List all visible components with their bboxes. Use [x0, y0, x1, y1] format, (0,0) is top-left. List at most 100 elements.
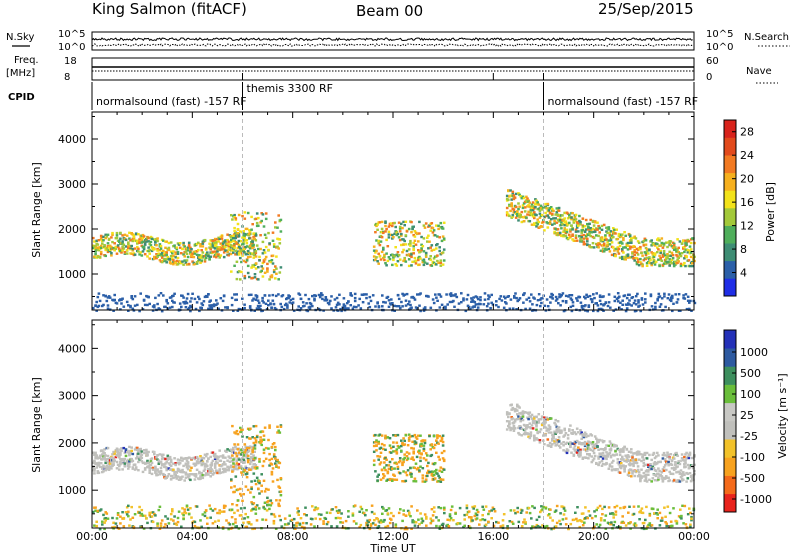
echo-cell	[253, 466, 257, 469]
echo-cell	[194, 463, 198, 466]
echo-cell	[572, 447, 576, 450]
echo-cell	[368, 305, 372, 309]
echo-cell	[150, 461, 154, 465]
echo-cell	[408, 513, 411, 516]
echo-cell	[408, 511, 411, 514]
echo-cell	[110, 245, 113, 249]
echo-cell	[202, 457, 206, 460]
echo-cell	[657, 454, 660, 457]
echo-cell	[405, 455, 409, 458]
echo-cell	[127, 515, 130, 518]
echo-cell	[120, 302, 123, 305]
echo-cell	[435, 451, 438, 454]
echo-cell	[510, 203, 513, 206]
echo-cell	[586, 310, 589, 313]
echo-cell	[261, 296, 264, 300]
echo-cell	[127, 467, 130, 470]
echo-cell	[96, 509, 100, 513]
echo-cell	[227, 466, 230, 469]
echo-cell	[167, 241, 171, 245]
freq-label: Freq.	[14, 55, 39, 66]
echo-cell	[116, 513, 120, 517]
echo-cell	[663, 295, 666, 298]
echo-cell	[407, 264, 411, 268]
echo-cell	[388, 521, 392, 525]
echo-cell	[338, 509, 341, 512]
echo-cell	[687, 456, 691, 460]
echo-cell	[384, 437, 387, 440]
echo-cell	[398, 457, 402, 460]
echo-cell	[662, 244, 666, 247]
echo-cell	[531, 419, 535, 422]
echo-cell	[385, 264, 388, 267]
echo-cell	[270, 473, 274, 476]
echo-cell	[573, 431, 577, 434]
echo-cell	[195, 468, 199, 471]
echo-cell	[392, 514, 395, 518]
echo-cell	[374, 433, 377, 437]
echo-cell	[555, 431, 559, 434]
echo-cell	[489, 306, 492, 310]
echo-cell	[159, 247, 163, 250]
echo-cell	[523, 210, 527, 213]
echo-cell	[657, 258, 660, 261]
echo-cell	[437, 261, 440, 264]
echo-cell	[245, 447, 249, 450]
echo-cell	[322, 520, 325, 523]
echo-cell	[262, 506, 265, 509]
echo-cell	[533, 222, 536, 225]
echo-cell	[253, 456, 257, 460]
echo-cell	[488, 295, 491, 299]
echo-cell	[517, 207, 520, 211]
echo-cell	[511, 215, 515, 218]
echo-cell	[234, 452, 238, 455]
echo-cell	[251, 527, 254, 531]
echo-cell	[274, 265, 277, 268]
freq-tick-bottom: 8	[64, 72, 70, 83]
echo-cell	[622, 448, 625, 452]
echo-cell	[93, 472, 96, 475]
echo-cell	[149, 244, 153, 247]
echo-cell	[386, 478, 390, 481]
echo-cell	[127, 458, 130, 462]
echo-cell	[101, 465, 104, 469]
echo-cell	[98, 256, 102, 259]
echo-cell	[104, 461, 107, 464]
echo-cell	[125, 506, 129, 509]
echo-cell	[591, 441, 595, 444]
echo-cell	[621, 303, 624, 306]
echo-cell	[230, 214, 233, 217]
echo-cell	[540, 415, 544, 419]
echo-cell	[130, 296, 133, 299]
echo-cell	[387, 230, 391, 233]
echo-cell	[344, 519, 348, 523]
echo-cell	[414, 436, 418, 439]
echo-cell	[521, 195, 525, 198]
echo-cell	[136, 303, 139, 307]
echo-cell	[176, 475, 180, 478]
echo-cell	[604, 446, 607, 450]
echo-cell	[254, 267, 258, 270]
echo-cell	[226, 448, 229, 451]
echo-cell	[606, 231, 609, 235]
echo-cell	[175, 477, 179, 480]
echo-cell	[685, 243, 688, 247]
echo-cell	[558, 217, 562, 220]
nsky-trace	[91, 37, 693, 42]
echo-cell	[253, 450, 256, 453]
echo-cell	[410, 264, 413, 267]
echo-cell	[549, 218, 553, 221]
echo-cell	[672, 248, 676, 251]
echo-cell	[185, 263, 189, 266]
echo-cell	[677, 246, 680, 249]
echo-cell	[595, 462, 598, 465]
echo-cell	[390, 298, 393, 301]
echo-cell	[393, 255, 396, 258]
echo-cell	[261, 240, 265, 244]
echo-cell	[235, 504, 239, 507]
echo-cell	[372, 255, 376, 258]
echo-cell	[279, 490, 283, 493]
echo-cell	[426, 262, 429, 265]
echo-cell	[159, 460, 163, 463]
echo-cell	[595, 442, 598, 446]
